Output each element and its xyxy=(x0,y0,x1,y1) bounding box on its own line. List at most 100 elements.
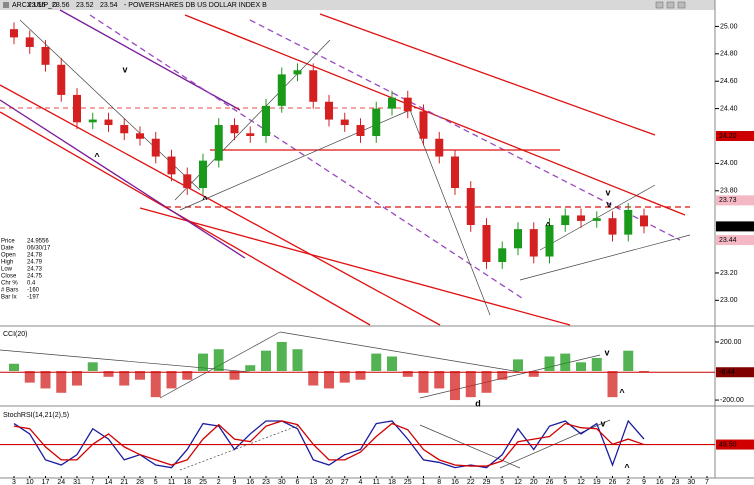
candle-body xyxy=(498,248,507,262)
x-tick-label: 22 xyxy=(467,479,475,485)
info-label: Close xyxy=(1,274,17,280)
stoch-line xyxy=(13,420,645,467)
x-tick-label: 16 xyxy=(451,479,459,485)
y-tick-label: 24.60 xyxy=(720,78,738,85)
x-tick-label: 30 xyxy=(687,479,695,485)
x-tick-label: 6 xyxy=(296,479,300,485)
trend-lines xyxy=(0,9,691,471)
y-tick-label: 23.80 xyxy=(720,188,738,195)
candle-body xyxy=(514,229,522,249)
x-tick-label: 23 xyxy=(672,479,680,485)
cci-bar xyxy=(87,362,98,372)
cci-bar xyxy=(166,371,177,389)
x-tick-label: 10 xyxy=(26,479,34,485)
x-tick-label: 20 xyxy=(325,479,333,485)
window-button[interactable] xyxy=(677,1,686,9)
x-tick-label: 18 xyxy=(388,479,396,485)
info-value: 24.75 xyxy=(27,274,43,280)
cci-bar xyxy=(481,371,492,393)
stoch-line xyxy=(13,419,645,469)
readout-bg xyxy=(716,235,754,246)
candle-body xyxy=(214,125,223,161)
info-value: 0.4 xyxy=(27,281,36,287)
info-label: Low xyxy=(1,267,13,273)
cci-bar xyxy=(40,371,51,389)
candle-body xyxy=(104,119,113,126)
candle-body xyxy=(136,133,144,139)
cci-bar xyxy=(576,362,586,372)
x-tick-label: 2 xyxy=(217,479,221,485)
x-tick-label: 9 xyxy=(233,479,237,485)
cci-bar xyxy=(607,371,618,398)
symbol: ARCX:UUP_D xyxy=(12,2,57,9)
candle-body xyxy=(199,160,207,189)
info-label: Date xyxy=(1,246,14,252)
y-tick-label: 24.80 xyxy=(720,51,738,58)
annotation: ^ xyxy=(624,462,630,472)
cci-bar xyxy=(591,357,602,372)
candle-body xyxy=(592,218,601,221)
candle-body xyxy=(577,215,585,221)
info-label: Price xyxy=(1,239,15,245)
x-tick-label: 31 xyxy=(73,479,81,485)
annotation: v xyxy=(600,418,605,428)
readout-label: -8.44 xyxy=(719,369,735,376)
cci-bar xyxy=(639,371,649,373)
info-label: # Bars xyxy=(1,288,18,294)
cci-bar xyxy=(103,371,114,377)
info-value: 24.73 xyxy=(27,267,43,273)
x-tick-label: 27 xyxy=(341,479,349,485)
info-value: -197 xyxy=(27,295,40,301)
cci-bar xyxy=(9,363,19,372)
y-tick-label: 23.20 xyxy=(720,270,738,277)
cci-bar xyxy=(434,371,445,389)
cci-bar xyxy=(245,365,256,372)
candle-body xyxy=(356,125,365,136)
x-tick-label: 19 xyxy=(593,479,601,485)
cci-bar xyxy=(450,371,460,401)
cci-bar xyxy=(182,371,193,380)
candle-body xyxy=(120,125,129,134)
candle-body xyxy=(372,108,381,136)
annotation: v xyxy=(605,187,610,197)
readout-bg xyxy=(716,439,754,450)
candle-body xyxy=(293,70,302,75)
candle-body xyxy=(561,215,570,226)
cci-bar xyxy=(465,371,476,398)
candle-body xyxy=(419,111,428,139)
cci-bar xyxy=(56,371,67,393)
annotation: ^ xyxy=(202,194,208,204)
y-tick-label: 25.00 xyxy=(720,23,738,30)
info-value: -160 xyxy=(27,288,40,294)
x-tick-label: 7 xyxy=(705,479,709,485)
cci-bar xyxy=(402,371,413,377)
x-tick-label: 16 xyxy=(246,479,254,485)
window-button[interactable] xyxy=(655,1,664,9)
annotation: d xyxy=(475,398,481,408)
x-tick-label: 13 xyxy=(309,479,317,485)
x-tick-label: 3 xyxy=(12,479,16,485)
readout-label: 23.44 xyxy=(719,237,737,244)
cci-bar xyxy=(72,371,82,386)
readout-bg xyxy=(716,367,754,378)
x-tick-label: 11 xyxy=(168,479,175,485)
readout-bg xyxy=(716,131,754,141)
x-tick-label: 25 xyxy=(404,479,412,485)
candle-body xyxy=(545,225,554,257)
info-label: Bar Ix xyxy=(1,295,17,301)
candle-body xyxy=(435,138,444,157)
y-tick-label: 200.00 xyxy=(720,339,742,346)
cci-bar xyxy=(198,353,208,372)
candle-body xyxy=(325,101,333,120)
info-label: High xyxy=(1,260,13,266)
y-tick-label: 24.00 xyxy=(720,160,738,167)
info-value: 24.79 xyxy=(27,260,43,266)
window-button[interactable] xyxy=(666,1,675,9)
y-tick-label: 23.00 xyxy=(720,297,738,304)
candle-body xyxy=(41,46,50,65)
cci-bar xyxy=(513,359,523,372)
x-tick-label: 30 xyxy=(278,479,286,485)
x-tick-label: 26 xyxy=(609,479,617,485)
quote-value: 23.54 xyxy=(100,2,118,9)
